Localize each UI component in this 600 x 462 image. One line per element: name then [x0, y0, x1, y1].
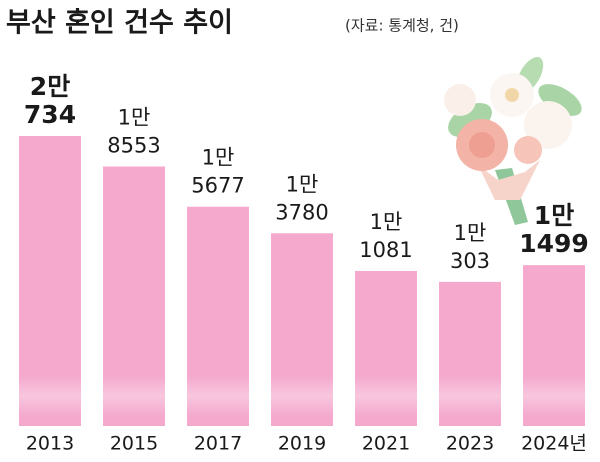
- value-label: 1만: [534, 201, 574, 230]
- value-label: 1만: [370, 210, 403, 234]
- bar-fade: [271, 376, 333, 416]
- value-label: 5677: [191, 174, 244, 198]
- value-label: 1081: [359, 238, 412, 262]
- value-label: 2만: [30, 72, 70, 101]
- value-label: 303: [450, 249, 490, 273]
- bar-fade: [19, 376, 81, 416]
- chart-title: 부산 혼인 건수 추이: [6, 8, 233, 39]
- bouquet-illustration: [444, 56, 582, 225]
- value-label: 1만: [118, 106, 151, 130]
- x-tick-label: 2024년: [521, 433, 587, 455]
- value-label: 1만: [454, 221, 487, 245]
- value-label: 3780: [275, 200, 328, 224]
- x-tick-label: 2019: [278, 433, 326, 455]
- bar-fade: [523, 376, 585, 416]
- x-tick-label: 2015: [110, 433, 158, 455]
- value-label: 1만: [286, 172, 319, 196]
- value-label: 1499: [519, 229, 589, 258]
- value-label: 1만: [202, 146, 235, 170]
- x-tick-label: 2013: [26, 433, 74, 455]
- x-tick-label: 2017: [194, 433, 242, 455]
- value-label: 734: [24, 100, 76, 129]
- bar-fade: [187, 376, 249, 416]
- x-tick-label: 2023: [446, 433, 494, 455]
- x-tick-label: 2021: [362, 433, 410, 455]
- value-label: 8553: [107, 134, 160, 158]
- bar-fade: [103, 376, 165, 416]
- bar-fade: [355, 376, 417, 416]
- chart-subtitle: (자료: 통계청, 건): [345, 17, 459, 35]
- bar-fade: [439, 376, 501, 416]
